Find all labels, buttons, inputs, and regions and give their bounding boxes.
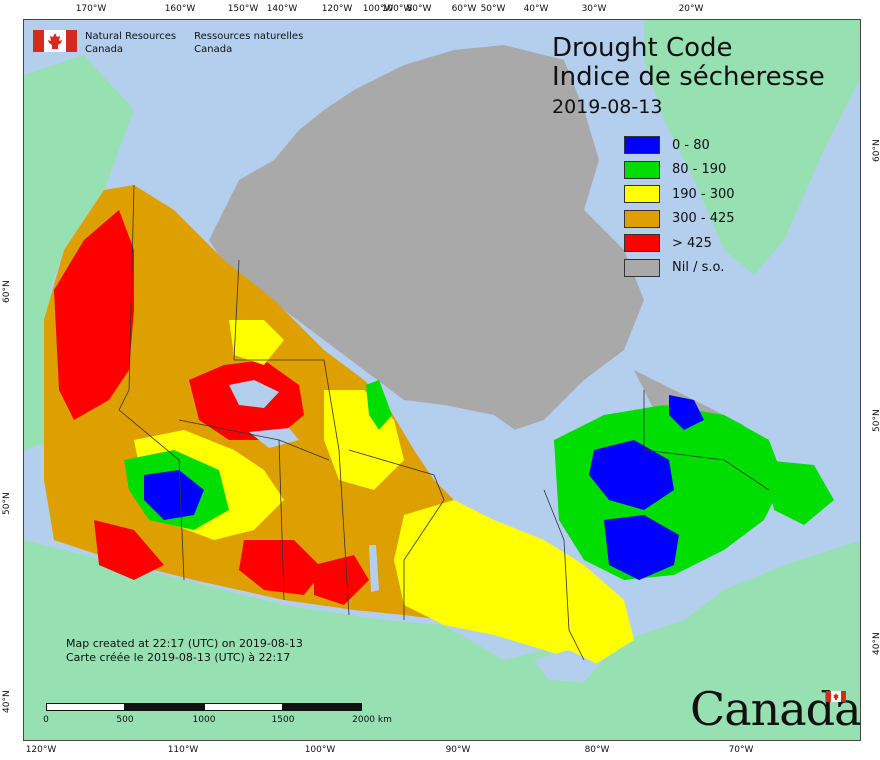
tick-top-150w: 150°W <box>227 4 259 14</box>
north-class-3 <box>229 320 284 365</box>
legend-swatch <box>624 160 660 179</box>
scale-seg-3 <box>204 703 283 711</box>
map-title-block: Drought Code Indice de sécheresse 2019-0… <box>552 34 825 120</box>
map-date: 2019-08-13 <box>552 96 663 118</box>
province-boundaries <box>118 184 770 661</box>
prairies-class-5 <box>239 540 324 595</box>
credits-fr: Carte créée le 2019-08-13 (UTC) à 22:17 <box>66 651 291 664</box>
legend-label: 300 - 425 <box>672 211 735 227</box>
hudson-coast-class-2 <box>366 380 392 430</box>
tick-bottom-120w: 120°W <box>25 745 57 755</box>
lake-winnipeg <box>369 545 379 592</box>
tick-top-20w: 20°W <box>678 4 704 14</box>
quebec-class-1-south <box>604 515 679 580</box>
tick-top-50w: 50°W <box>480 4 506 14</box>
tick-right-50n: 50°N <box>872 409 880 432</box>
scale-label-1500: 1500 <box>271 715 295 725</box>
agency-signature: Natural Resources Canada Ressources natu… <box>33 30 313 56</box>
legend-item: > 425 <box>624 231 735 256</box>
alaska-landmass <box>24 55 134 340</box>
tick-bottom-90w: 90°W <box>445 745 471 755</box>
credits-en: Map created at 22:17 (UTC) on 2019-08-13 <box>66 637 303 650</box>
manitoba-class-5 <box>314 555 369 605</box>
tick-bottom-80w: 80°W <box>584 745 610 755</box>
map-title-en: Drought Code <box>552 33 733 63</box>
labrador-class-1 <box>669 395 704 430</box>
tick-right-60n: 60°N <box>872 139 880 162</box>
scale-seg-4 <box>283 703 362 711</box>
legend-item: Nil / s.o. <box>624 256 735 281</box>
scale-label-500: 500 <box>116 715 134 725</box>
legend-swatch <box>624 185 660 204</box>
alberta-class-1 <box>144 470 204 520</box>
agency-name-en: Natural Resources Canada <box>85 30 176 56</box>
greenland-landmass <box>644 20 860 275</box>
map-svg <box>24 20 860 740</box>
tick-top-40w: 40°W <box>523 4 549 14</box>
legend-swatch <box>624 234 660 253</box>
map-credits: Map created at 22:17 (UTC) on 2019-08-13… <box>66 637 303 665</box>
agency-name-fr-line2: Canada <box>194 44 233 55</box>
legend-swatch <box>624 209 660 228</box>
tick-left-40n: 40°N <box>2 690 12 713</box>
tick-top-80w: 80°W <box>406 4 432 14</box>
tick-left-50n: 50°N <box>2 492 12 515</box>
tick-bottom-100w: 100°W <box>304 745 336 755</box>
south-bc-class-5 <box>94 520 164 580</box>
tick-top-60w: 60°W <box>451 4 477 14</box>
legend-item: 190 - 300 <box>624 182 735 207</box>
legend-label: > 425 <box>672 235 712 251</box>
great-bear-lake <box>229 380 279 408</box>
map-title-fr: Indice de sécheresse <box>552 62 825 92</box>
tick-right-40n: 40°N <box>872 632 880 655</box>
tick-bottom-70w: 70°W <box>728 745 754 755</box>
map-canvas[interactable] <box>23 19 861 741</box>
quebec-class-1-north <box>589 440 674 510</box>
legend-item: 300 - 425 <box>624 207 735 232</box>
tick-top-170w: 170°W <box>75 4 107 14</box>
scale-seg-1 <box>46 703 125 711</box>
arctic-nodata <box>209 45 644 430</box>
agency-name-fr-line1: Ressources naturelles <box>194 31 304 42</box>
legend-label: 80 - 190 <box>672 162 727 178</box>
yukon-bc-class-5 <box>54 210 134 420</box>
atlantic-class-2 <box>764 460 834 525</box>
scale-label-2000: 2000 km <box>352 715 392 725</box>
wordmark-flag-icon <box>826 691 846 702</box>
scale-bar: 0 500 1000 1500 2000 km <box>43 703 392 725</box>
tick-top-160w: 160°W <box>164 4 196 14</box>
legend: 0 - 80 80 - 190 190 - 300 300 - 425 > 425 Nil… <box>624 133 735 280</box>
canada-flag-icon <box>33 30 77 52</box>
legend-swatch <box>624 258 660 277</box>
tick-left-60n: 60°N <box>2 280 12 303</box>
legend-label: 0 - 80 <box>672 137 710 153</box>
tick-top-100w-a: 100°W <box>362 4 394 14</box>
tick-top-120w: 120°W <box>321 4 353 14</box>
agency-name-en-line1: Natural Resources <box>85 31 177 42</box>
scale-seg-2 <box>125 703 204 711</box>
scale-label-1000: 1000 <box>192 715 216 725</box>
agency-name-fr: Ressources naturelles Canada <box>194 30 303 56</box>
agency-name-en-line2: Canada <box>85 44 124 55</box>
tick-top-140w: 140°W <box>266 4 298 14</box>
usa-landmass <box>24 540 860 740</box>
legend-swatch <box>624 136 660 155</box>
tick-top-30w: 30°W <box>581 4 607 14</box>
legend-label: Nil / s.o. <box>672 260 725 276</box>
tick-bottom-110w: 110°W <box>167 745 199 755</box>
legend-item: 80 - 190 <box>624 158 735 183</box>
scale-label-0: 0 <box>43 715 49 725</box>
hudson-bay-water <box>404 405 544 520</box>
tick-top-100w-b: 100°W <box>381 4 413 14</box>
legend-item: 0 - 80 <box>624 133 735 158</box>
legend-label: 190 - 300 <box>672 186 735 202</box>
ontario-class-3 <box>394 500 634 665</box>
